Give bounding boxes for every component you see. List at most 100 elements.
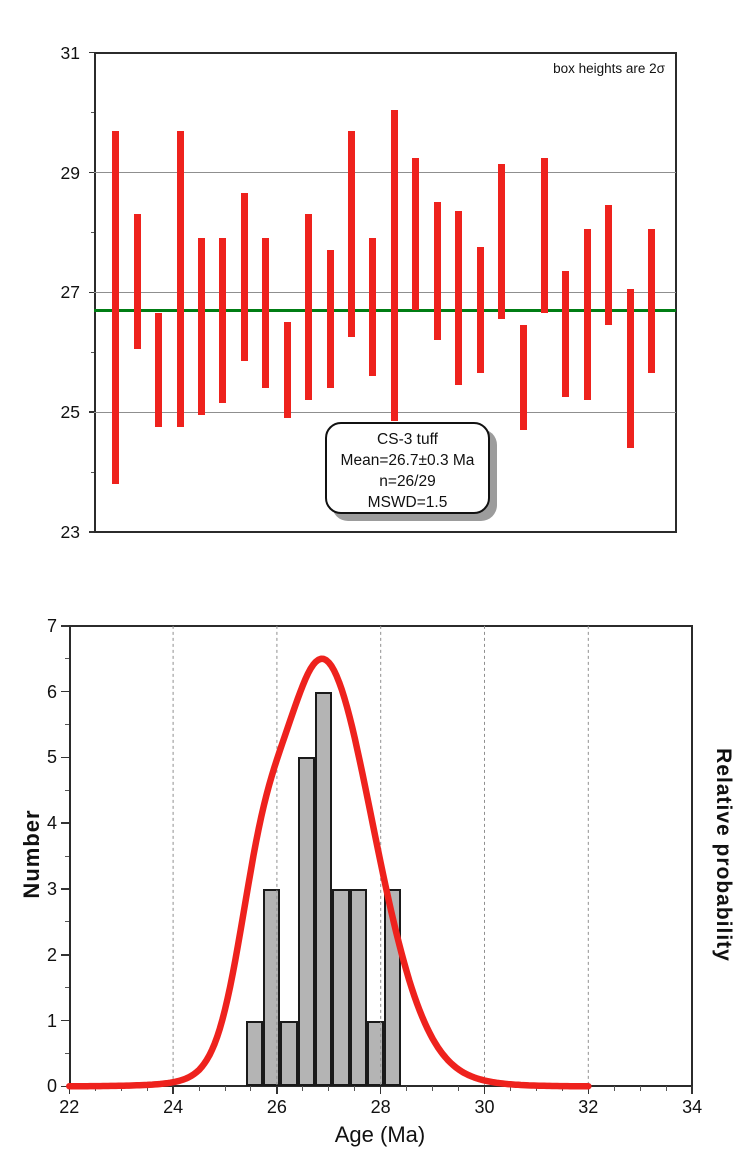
y-minor-tick-3.5 [65, 855, 70, 857]
x-minor-tick-27.5 [354, 1086, 356, 1091]
y-tick-label-0: 0 [46, 1076, 57, 1097]
x-minor-tick-25 [224, 1086, 226, 1091]
histogram-bar-3 [280, 1020, 298, 1087]
histogram-bar-4 [297, 757, 315, 1087]
x-tick-label-30: 30 [474, 1097, 495, 1118]
y-major-tick-2 [61, 954, 70, 956]
error-bar-13 [369, 238, 377, 377]
y-tick-label-5: 5 [46, 747, 57, 768]
relative-probability-curve [66, 655, 592, 1090]
y-major-tick-5 [61, 756, 70, 759]
y-minor-tick-30 [90, 112, 95, 114]
y-tick-label-1: 1 [46, 1010, 57, 1031]
x-minor-tick-24.5 [198, 1086, 200, 1091]
x-tick-label-26: 26 [266, 1097, 287, 1118]
y-minor-tick-4.5 [65, 789, 70, 791]
error-bar-16 [433, 202, 441, 341]
error-bar-4 [176, 130, 184, 428]
y-minor-tick-1.5 [65, 987, 70, 989]
error-bar-1 [112, 130, 120, 484]
y-axis-title-number: Number [19, 809, 44, 899]
y-tick-label-27: 27 [60, 282, 80, 303]
y-minor-tick-28 [90, 231, 95, 233]
y-minor-tick-0.5 [65, 1052, 70, 1054]
x-minor-tick-30.5 [509, 1086, 511, 1091]
info-box-sample-name: CS-3 tuff [377, 431, 438, 448]
y-tick-label-29: 29 [60, 162, 80, 183]
x-major-tick-24 [172, 1086, 174, 1095]
error-bar-6 [219, 238, 227, 404]
top-chart-annotation: box heights are 2σ [553, 61, 665, 76]
y-tick-label-31: 31 [60, 42, 80, 63]
error-bar-19 [498, 163, 506, 320]
y-major-tick-7 [61, 625, 70, 627]
histogram-bar-8 [366, 1020, 385, 1087]
y-tick-label-3: 3 [46, 878, 57, 899]
y-minor-tick-5.5 [65, 724, 70, 726]
x-minor-tick-29 [432, 1086, 434, 1091]
y-minor-tick-24 [90, 471, 95, 473]
x-minor-tick-23.5 [146, 1086, 148, 1091]
y-major-tick-31 [88, 51, 95, 54]
x-minor-tick-26.5 [302, 1086, 304, 1091]
info-box-n: n=26/29 [379, 473, 436, 490]
y-major-tick-1 [61, 1019, 70, 1022]
y-minor-tick-26 [90, 351, 95, 353]
error-bar-14 [390, 109, 398, 422]
x-major-tick-28 [379, 1086, 382, 1095]
y-tick-label-4: 4 [46, 813, 57, 834]
y-tick-label-25: 25 [60, 402, 80, 423]
error-bar-5 [197, 238, 205, 416]
histogram-bar-5 [314, 691, 333, 1087]
error-bar-22 [562, 271, 570, 398]
error-bar-20 [519, 325, 527, 431]
error-bar-2 [133, 214, 141, 350]
x-minor-tick-33.5 [665, 1086, 667, 1091]
error-bar-15 [412, 157, 420, 311]
bottom-chart-overlay-svg [66, 625, 592, 1090]
error-bar-12 [348, 130, 356, 338]
y-minor-tick-2.5 [65, 921, 70, 923]
error-bar-24 [605, 205, 613, 326]
error-bar-18 [476, 247, 484, 374]
x-minor-tick-29.5 [458, 1086, 460, 1091]
y-major-tick-27 [88, 291, 95, 294]
x-tick-label-24: 24 [163, 1097, 184, 1118]
x-minor-tick-27 [328, 1086, 330, 1091]
gridline-y29 [94, 172, 676, 173]
x-tick-label-28: 28 [370, 1097, 391, 1118]
x-major-tick-22 [68, 1086, 71, 1095]
y-major-tick-3 [61, 888, 70, 890]
error-bar-11 [326, 250, 334, 389]
gridline-y27 [94, 291, 676, 293]
x-major-tick-32 [587, 1086, 590, 1095]
error-bar-26 [648, 229, 656, 374]
info-box-mean: Mean=26.7±0.3 Ma [340, 452, 475, 469]
x-minor-tick-28.5 [406, 1086, 408, 1091]
y-major-tick-23 [88, 531, 95, 533]
mean-line [94, 308, 676, 312]
y-minor-tick-6.5 [65, 658, 70, 660]
histogram-bar-6 [332, 888, 350, 1087]
y-tick-label-23: 23 [60, 521, 80, 542]
error-bar-23 [583, 229, 591, 401]
error-bar-17 [455, 211, 463, 386]
y-major-tick-25 [88, 411, 95, 413]
error-bar-9 [283, 322, 291, 419]
y-tick-label-2: 2 [46, 944, 57, 965]
y-major-tick-4 [61, 822, 70, 824]
error-bar-10 [305, 214, 313, 401]
x-tick-label-34: 34 [682, 1097, 703, 1118]
y-tick-label-7: 7 [46, 615, 57, 636]
x-axis-title-age: Age (Ma) [334, 1122, 426, 1147]
error-bar-7 [240, 193, 248, 362]
histogram-bar-2 [263, 888, 281, 1087]
x-minor-tick-33 [639, 1086, 641, 1091]
x-major-tick-26 [276, 1086, 278, 1095]
gridline-y25 [94, 411, 676, 413]
histogram-bar-1 [245, 1020, 264, 1087]
x-major-tick-34 [691, 1086, 693, 1095]
y-tick-label-6: 6 [46, 681, 57, 702]
x-minor-tick-25.5 [250, 1086, 252, 1091]
y2-axis-title-relative-probability: Relative probability [712, 748, 735, 962]
